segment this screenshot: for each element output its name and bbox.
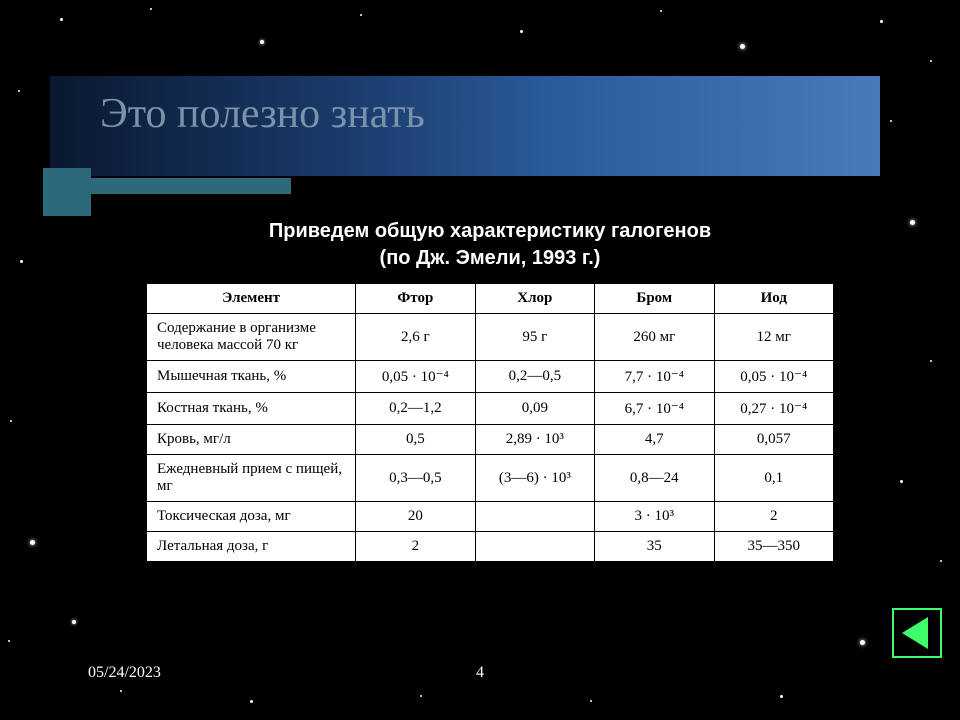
row-label: Содержание в организме человека массой 7… [147,314,356,361]
star [150,8,152,10]
table-cell: 3 · 10³ [595,502,714,532]
star [20,260,23,263]
col-header-bromine: Бром [595,284,714,314]
accent-square [43,168,91,216]
table-row: Мышечная ткань, %0,05 · 10⁻⁴0,2—0,57,7 ·… [147,361,834,393]
star [8,640,10,642]
col-header-fluorine: Фтор [356,284,475,314]
table-cell: 35 [595,532,714,562]
table-cell: 0,05 · 10⁻⁴ [356,361,475,393]
col-header-chlorine: Хлор [475,284,594,314]
table-cell: 2,6 г [356,314,475,361]
table-cell: 0,09 [475,393,594,425]
table-header-row: Элемент Фтор Хлор Бром Иод [147,284,834,314]
table-cell: 260 мг [595,314,714,361]
accent-bar [91,178,291,194]
table-body: Содержание в организме человека массой 7… [147,314,834,562]
footer-page-number: 4 [476,664,484,682]
slide-frame: Это полезно знать Приведем общую характе… [40,20,920,700]
row-label: Кровь, мг/л [147,425,356,455]
halogen-table-wrapper: Элемент Фтор Хлор Бром Иод Содержание в … [145,282,835,563]
table-row: Костная ткань, %0,2—1,20,096,7 · 10⁻⁴0,2… [147,393,834,425]
subtitle-line-1: Приведем общую характеристику галогенов [90,220,890,243]
row-label: Летальная доза, г [147,532,356,562]
star [940,560,942,562]
table-cell: 35—350 [714,532,833,562]
star [10,420,12,422]
table-cell: 0,5 [356,425,475,455]
table-cell: 0,05 · 10⁻⁴ [714,361,833,393]
table-cell: 0,8—24 [595,455,714,502]
previous-slide-button[interactable] [892,608,942,658]
row-label: Ежедневный прием с пищей, мг [147,455,356,502]
footer-date: 05/24/2023 [88,664,161,682]
table-row: Летальная доза, г2 3535—350 [147,532,834,562]
table-cell: 2 [714,502,833,532]
star [250,700,253,703]
slide-title: Это полезно знать [100,90,425,138]
table-cell: 12 мг [714,314,833,361]
table-cell: (3—6) · 10³ [475,455,594,502]
star [18,90,20,92]
table-cell: 95 г [475,314,594,361]
star [30,540,35,545]
table-cell: 0,057 [714,425,833,455]
table-row: Кровь, мг/л0,52,89 · 10³4,70,057 [147,425,834,455]
star [360,14,362,16]
subtitle-line-2: (по Дж. Эмели, 1993 г.) [90,247,890,270]
table-cell: 6,7 · 10⁻⁴ [595,393,714,425]
col-header-iodine: Иод [714,284,833,314]
star [930,60,932,62]
row-label: Токсическая доза, мг [147,502,356,532]
table-cell: 4,7 [595,425,714,455]
table-cell: 2,89 · 10³ [475,425,594,455]
star [930,360,932,362]
table-row: Ежедневный прием с пищей, мг0,3—0,5(3—6)… [147,455,834,502]
triangle-left-icon [902,617,928,649]
table-cell: 0,2—1,2 [356,393,475,425]
halogen-table: Элемент Фтор Хлор Бром Иод Содержание в … [146,283,834,562]
row-label: Костная ткань, % [147,393,356,425]
table-cell: 7,7 · 10⁻⁴ [595,361,714,393]
table-cell: 2 [356,532,475,562]
content-area: Приведем общую характеристику галогенов … [90,220,890,563]
table-cell: 20 [356,502,475,532]
table-cell [475,502,594,532]
star [590,700,592,702]
table-cell: 0,1 [714,455,833,502]
star [660,10,662,12]
row-label: Мышечная ткань, % [147,361,356,393]
col-header-element: Элемент [147,284,356,314]
table-row: Токсическая доза, мг20 3 · 10³2 [147,502,834,532]
table-cell: 0,2—0,5 [475,361,594,393]
table-row: Содержание в организме человека массой 7… [147,314,834,361]
table-cell: 0,3—0,5 [356,455,475,502]
table-cell: 0,27 · 10⁻⁴ [714,393,833,425]
table-cell [475,532,594,562]
